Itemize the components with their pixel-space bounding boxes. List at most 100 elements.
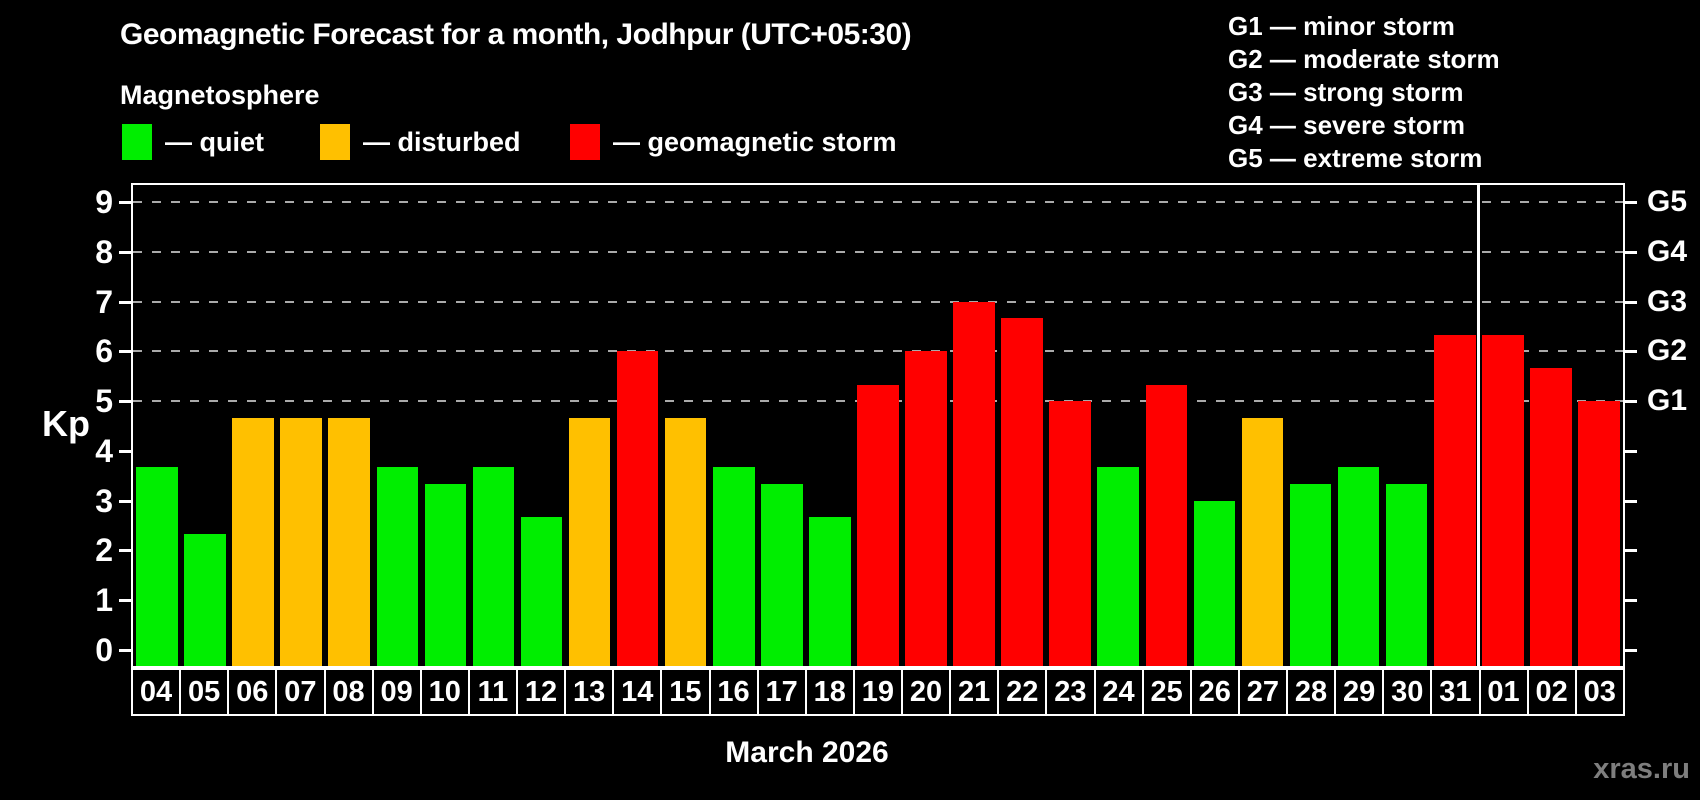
- bar-day-10: [424, 484, 467, 666]
- g-scale-legend-line-g4: G4 — severe storm: [1228, 110, 1466, 140]
- x-tick-box-27: 27: [1237, 668, 1288, 716]
- bar-day-18: [809, 517, 851, 666]
- bar-day-24: [1097, 467, 1140, 666]
- bar-day-11: [472, 467, 515, 666]
- bar-day-25: [1145, 384, 1188, 666]
- x-tick-box-10: 10: [419, 668, 470, 716]
- bar-day-23: [1049, 401, 1091, 666]
- right-tick-kp3: [1625, 499, 1637, 503]
- left-tick-kp3: [119, 499, 131, 503]
- bar-day-15: [664, 417, 707, 666]
- gridline-kp6: [133, 350, 1623, 353]
- right-axis-label-g2: G2: [1647, 334, 1688, 368]
- x-tick-box-16: 16: [708, 668, 759, 716]
- right-axis-label-g1: G1: [1647, 384, 1688, 418]
- right-axis-label-g4: G4: [1647, 234, 1688, 268]
- watermark: xras.ru: [1593, 753, 1690, 785]
- gridline-kp8: [133, 250, 1623, 253]
- bar-day-05: [184, 534, 226, 666]
- right-axis-label-g5: G5: [1647, 184, 1688, 218]
- legend-item-quiet: — quiet: [122, 124, 264, 160]
- right-tick-kp5: [1625, 400, 1637, 404]
- x-tick-box-13: 13: [564, 668, 615, 716]
- y-tick-label-5: 5: [95, 383, 113, 420]
- right-tick-kp8: [1625, 250, 1637, 254]
- bar-day-30: [1385, 484, 1428, 666]
- y-tick-label-1: 1: [95, 582, 113, 619]
- right-tick-kp1: [1625, 599, 1637, 603]
- x-tick-box-22: 22: [997, 668, 1048, 716]
- bar-day-08: [328, 417, 371, 666]
- right-tick-kp4: [1625, 449, 1637, 453]
- legend-label-storm: — geomagnetic storm: [613, 126, 897, 157]
- chart-title: Geomagnetic Forecast for a month, Jodhpu…: [120, 18, 912, 51]
- bar-day-17: [761, 484, 803, 666]
- y-tick-label-6: 6: [95, 333, 113, 370]
- bar-day-12: [520, 517, 563, 666]
- x-tick-box-08: 08: [323, 668, 374, 716]
- x-tick-box-28: 28: [1286, 668, 1337, 716]
- x-tick-box-18: 18: [804, 668, 855, 716]
- x-tick-box-20: 20: [901, 668, 952, 716]
- bar-day-29: [1337, 467, 1380, 666]
- y-tick-label-3: 3: [95, 482, 113, 519]
- g-scale-legend-line-g2: G2 — moderate storm: [1228, 44, 1500, 74]
- x-tick-box-03: 03: [1574, 668, 1625, 716]
- quiet-color-swatch: [122, 124, 152, 160]
- x-tick-box-21: 21: [949, 668, 1000, 716]
- y-tick-label-0: 0: [95, 632, 113, 668]
- right-tick-kp6: [1625, 350, 1637, 354]
- x-tick-box-11: 11: [467, 668, 518, 716]
- x-tick-box-29: 29: [1334, 668, 1385, 716]
- bar-day-04: [136, 467, 178, 666]
- x-tick-box-24: 24: [1093, 668, 1144, 716]
- bar-day-27: [1241, 417, 1284, 666]
- bar-day-07: [280, 417, 322, 666]
- x-tick-box-07: 07: [275, 668, 326, 716]
- left-tick-kp9: [119, 200, 131, 204]
- x-tick-box-17: 17: [756, 668, 807, 716]
- x-tick-box-12: 12: [516, 668, 567, 716]
- bar-day-21: [953, 301, 995, 666]
- bar-day-06: [232, 417, 274, 666]
- x-tick-box-05: 05: [179, 668, 230, 716]
- bar-day-14: [616, 351, 659, 666]
- g-scale-legend-line-g3: G3 — strong storm: [1228, 77, 1464, 107]
- y-tick-label-8: 8: [95, 233, 113, 270]
- y-tick-label-2: 2: [95, 532, 113, 569]
- left-tick-kp6: [119, 350, 131, 354]
- y-tick-label-7: 7: [95, 283, 113, 320]
- bar-day-31: [1433, 334, 1476, 666]
- x-axis-title: March 2026: [725, 736, 889, 769]
- left-tick-kp4: [119, 449, 131, 453]
- y-tick-label-4: 4: [95, 432, 113, 469]
- bar-day-09: [376, 467, 419, 666]
- left-tick-kp7: [119, 300, 131, 304]
- g-scale-legend-line-g5: G5 — extreme storm: [1228, 143, 1483, 173]
- disturbed-color-swatch: [320, 124, 350, 160]
- right-tick-kp2: [1625, 549, 1637, 553]
- x-tick-box-01: 01: [1478, 668, 1529, 716]
- x-axis-label-row: 04 05 06 07 08 09 10 11 12 13 14 15 16 17 18 19 20 21 22 23…: [131, 668, 1625, 716]
- bar-day-16: [712, 467, 755, 666]
- x-tick-box-15: 15: [660, 668, 711, 716]
- left-tick-kp1: [119, 599, 131, 603]
- right-axis-label-g3: G3: [1647, 284, 1688, 318]
- bar-day-20: [905, 351, 947, 666]
- legend-label-quiet: — quiet: [165, 126, 264, 157]
- x-tick-box-04: 04: [131, 668, 182, 716]
- legend-label-disturbed: — disturbed: [363, 126, 521, 157]
- x-tick-box-23: 23: [1045, 668, 1096, 716]
- left-tick-kp2: [119, 549, 131, 553]
- x-tick-box-31: 31: [1430, 668, 1481, 716]
- y-axis-title: Kp: [42, 403, 90, 444]
- x-tick-box-14: 14: [612, 668, 663, 716]
- g-scale-legend-line-g1: G1 — minor storm: [1228, 11, 1455, 41]
- x-tick-box-02: 02: [1526, 668, 1577, 716]
- bar-day-22: [1001, 317, 1043, 666]
- chart-subtitle: Magnetosphere: [120, 80, 320, 110]
- y-tick-label-9: 9: [95, 183, 113, 220]
- bar-day-02: [1530, 367, 1572, 666]
- legend-item-disturbed: — disturbed: [320, 124, 521, 160]
